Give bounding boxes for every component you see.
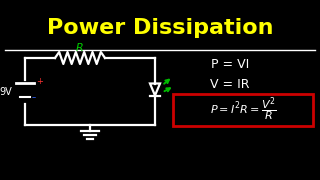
- Bar: [173, 94, 313, 126]
- Text: +: +: [36, 78, 43, 87]
- Text: Power Dissipation: Power Dissipation: [47, 18, 273, 38]
- Text: –: –: [32, 93, 36, 102]
- Text: R: R: [76, 43, 84, 53]
- Text: 9V: 9V: [0, 87, 12, 97]
- Text: V = IR: V = IR: [210, 78, 250, 91]
- Text: $P = I^2R = \dfrac{V^2}{R}$: $P = I^2R = \dfrac{V^2}{R}$: [210, 96, 276, 124]
- Text: P = VI: P = VI: [211, 58, 249, 71]
